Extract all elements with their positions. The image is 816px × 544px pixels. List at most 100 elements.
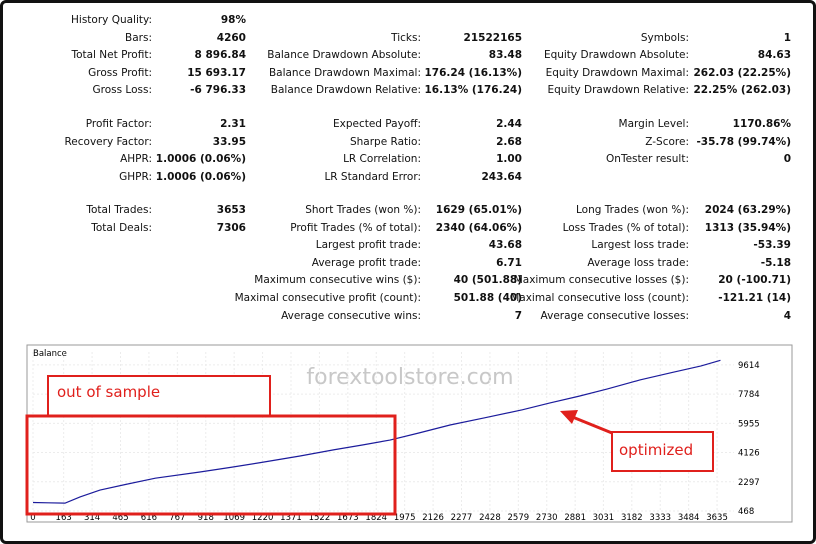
x-tick-label: 2277 bbox=[451, 513, 473, 523]
stat-label: Balance Drawdown Relative: bbox=[270, 84, 421, 97]
stat-value: 4 bbox=[783, 309, 791, 322]
x-tick-label: 163 bbox=[56, 513, 72, 523]
x-tick-label: 767 bbox=[169, 513, 185, 523]
stat-value: 501.88 (40) bbox=[453, 292, 522, 304]
stat-value: -35.78 (99.74%) bbox=[696, 135, 791, 148]
x-tick-label: 2428 bbox=[479, 513, 501, 523]
stat-value: 21522165 bbox=[463, 31, 522, 44]
stat-value: 1.0006 (0.06%) bbox=[155, 170, 246, 183]
annotation-box bbox=[47, 375, 271, 417]
stat-label: Long Trades (won %): bbox=[575, 204, 689, 216]
x-tick-label: 3031 bbox=[593, 513, 615, 523]
annotation-box bbox=[611, 431, 714, 472]
x-tick-label: 465 bbox=[112, 513, 128, 523]
stat-value: 3653 bbox=[216, 204, 246, 216]
stat-value: 98% bbox=[220, 14, 246, 26]
balance-line bbox=[32, 359, 721, 504]
stat-value: 2024 (63.29%) bbox=[704, 204, 791, 216]
annotation-box bbox=[25, 414, 397, 516]
y-tick-label: 7784 bbox=[738, 390, 760, 400]
x-tick-label: 3635 bbox=[706, 513, 728, 523]
x-tick-label: 1522 bbox=[309, 513, 331, 523]
stat-label: Balance Drawdown Absolute: bbox=[267, 49, 421, 62]
stat-label: Average consecutive wins: bbox=[281, 309, 421, 322]
x-tick-label: 2579 bbox=[508, 513, 530, 523]
x-tick-label: 1069 bbox=[223, 513, 245, 523]
stat-label: Short Trades (won %): bbox=[305, 204, 421, 216]
stat-value: 4260 bbox=[216, 31, 246, 44]
stat-value: 6.71 bbox=[496, 256, 522, 269]
chart-title: Balance bbox=[33, 349, 67, 359]
stat-label: Z-Score: bbox=[645, 135, 689, 148]
stat-label: Largest profit trade: bbox=[315, 239, 421, 252]
stat-value: 43.68 bbox=[488, 239, 522, 252]
stat-value: -5.18 bbox=[760, 256, 791, 269]
stat-label: Maximum consecutive losses ($): bbox=[513, 274, 689, 287]
arrow bbox=[569, 414, 613, 435]
stat-value: 2.31 bbox=[220, 118, 246, 130]
stat-label: Total Deals: bbox=[91, 221, 152, 234]
watermark: forextoolstore.com bbox=[306, 365, 513, 390]
stat-value: 2340 (64.06%) bbox=[435, 221, 522, 234]
stat-value: 2.44 bbox=[496, 118, 522, 130]
stat-value: -121.21 (14) bbox=[718, 292, 791, 304]
x-tick-label: 616 bbox=[141, 513, 157, 523]
stat-value: 1.00 bbox=[496, 153, 522, 166]
stat-label: Equity Drawdown Relative: bbox=[547, 84, 689, 97]
stat-value: 15 693.17 bbox=[187, 66, 246, 79]
stat-label: Average consecutive losses: bbox=[540, 309, 689, 322]
stat-label: Maximal consecutive profit (count): bbox=[234, 292, 421, 304]
stat-label: Loss Trades (% of total): bbox=[562, 221, 689, 234]
stat-label: Total Net Profit: bbox=[71, 49, 152, 62]
stat-value: -53.39 bbox=[753, 239, 791, 252]
y-tick-label: 4126 bbox=[738, 449, 760, 459]
stat-value: 20 (-100.71) bbox=[718, 274, 791, 287]
x-tick-label: 0 bbox=[30, 513, 35, 523]
x-tick-label: 2881 bbox=[564, 513, 586, 523]
stat-label: Average profit trade: bbox=[311, 256, 421, 269]
stat-label: Symbols: bbox=[640, 31, 689, 44]
x-tick-label: 1220 bbox=[252, 513, 274, 523]
stat-value: 83.48 bbox=[488, 49, 522, 62]
annotation: optimized bbox=[619, 441, 693, 459]
x-tick-label: 2126 bbox=[422, 513, 444, 523]
stat-value: 7 bbox=[514, 309, 522, 322]
stat-label: LR Standard Error: bbox=[324, 170, 421, 183]
stat-value: 1629 (65.01%) bbox=[435, 204, 522, 216]
stat-value: 16.13% (176.24) bbox=[424, 84, 522, 97]
stat-label: Balance Drawdown Maximal: bbox=[268, 66, 421, 79]
stat-label: History Quality: bbox=[71, 14, 152, 26]
x-tick-label: 3484 bbox=[678, 513, 700, 523]
stat-label: Maximal consecutive loss (count): bbox=[510, 292, 689, 304]
stat-label: Sharpe Ratio: bbox=[349, 135, 421, 148]
stat-label: Profit Factor: bbox=[85, 118, 152, 130]
stat-value: 2.68 bbox=[496, 135, 522, 148]
x-tick-label: 1975 bbox=[394, 513, 416, 523]
stat-label: OnTester result: bbox=[606, 153, 689, 166]
y-tick-label: 5955 bbox=[738, 419, 760, 429]
stat-label: AHPR: bbox=[120, 153, 152, 166]
stat-label: Bars: bbox=[125, 31, 152, 44]
stat-value: 7306 bbox=[216, 221, 246, 234]
stat-value: 8 896.84 bbox=[194, 49, 246, 62]
stat-label: Maximum consecutive wins ($): bbox=[254, 274, 421, 287]
stat-value: 243.64 bbox=[481, 170, 522, 183]
stat-label: Equity Drawdown Maximal: bbox=[545, 66, 689, 79]
x-tick-label: 3182 bbox=[621, 513, 643, 523]
stat-value: 33.95 bbox=[212, 135, 246, 148]
stat-label: Ticks: bbox=[391, 31, 421, 44]
stat-value: 1313 (35.94%) bbox=[704, 221, 791, 234]
stat-value: 84.63 bbox=[757, 49, 791, 62]
stat-value: 176.24 (16.13%) bbox=[424, 66, 522, 79]
arrow-head bbox=[560, 410, 578, 424]
x-tick-label: 1371 bbox=[280, 513, 302, 523]
x-tick-label: 918 bbox=[198, 513, 214, 523]
stat-label: Gross Loss: bbox=[92, 84, 153, 97]
stat-value: 0 bbox=[783, 153, 791, 166]
stat-label: Gross Profit: bbox=[88, 66, 152, 79]
stat-label: Profit Trades (% of total): bbox=[290, 221, 421, 234]
stat-label: Recovery Factor: bbox=[64, 135, 152, 148]
